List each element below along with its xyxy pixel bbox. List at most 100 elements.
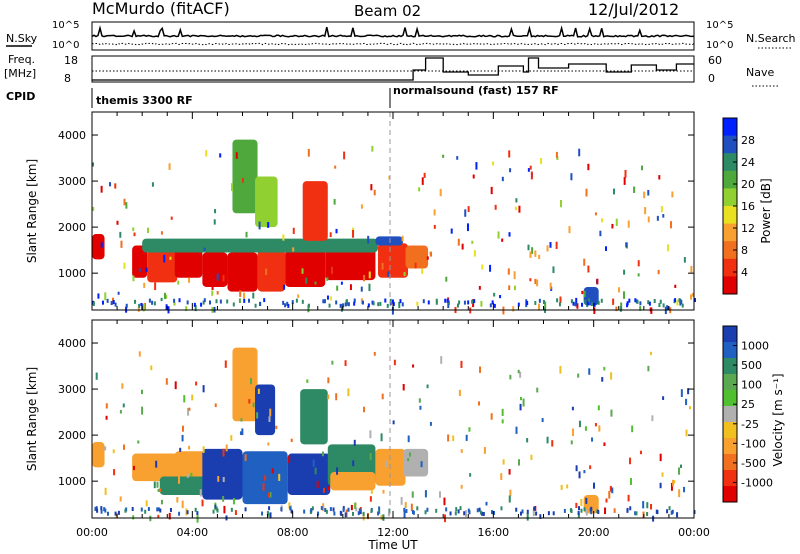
heatmap-cell: [174, 451, 205, 482]
scatter-point: [353, 439, 356, 446]
scatter-point: [181, 434, 184, 442]
scatter-point: [307, 304, 310, 313]
scatter-point: [354, 502, 357, 510]
scatter-point: [349, 284, 352, 290]
ground-scatter-point: [209, 300, 212, 305]
scatter-point: [643, 191, 646, 199]
scatter-point: [680, 389, 683, 397]
scatter-point: [642, 501, 645, 509]
heatmap-cell: [403, 448, 429, 477]
scatter-point: [672, 479, 675, 487]
scatter-point: [360, 204, 363, 209]
scatter-point: [515, 198, 518, 203]
scatter-point: [122, 403, 125, 408]
scatter-point: [373, 351, 376, 356]
freq-tick-top: 18: [64, 54, 78, 67]
scatter-point: [629, 457, 632, 465]
scatter-point: [326, 295, 329, 300]
scatter-point: [268, 416, 271, 422]
heatmap-cell: [227, 252, 258, 292]
ground-scatter-point: [342, 303, 345, 308]
scatter-point: [344, 512, 347, 518]
ground-scatter-point: [247, 298, 250, 303]
scatter-point: [216, 273, 219, 281]
heatmap-cell: [405, 245, 429, 269]
scatter-point: [556, 156, 559, 161]
scatter-point: [329, 232, 332, 238]
scatter-point: [457, 238, 460, 246]
scatter-point: [116, 220, 119, 225]
ground-scatter-point: [447, 303, 450, 308]
y-tick-label: 3000: [58, 383, 86, 396]
scatter-point: [252, 402, 255, 408]
scatter-point: [610, 409, 613, 417]
scatter-point: [368, 271, 371, 279]
scatter-point: [352, 460, 355, 467]
scatter-point: [603, 366, 606, 371]
nave-line: [92, 57, 694, 81]
scatter-point: [659, 453, 662, 462]
scatter-point: [658, 175, 661, 180]
colorbar-swatch: [723, 358, 737, 375]
scatter-point: [534, 278, 537, 284]
scatter-point: [426, 384, 429, 389]
scatter-point: [138, 268, 141, 272]
ground-scatter-point: [301, 299, 304, 304]
scatter-point: [307, 148, 310, 157]
scatter-point: [538, 303, 541, 311]
ground-scatter-point: [473, 299, 476, 304]
scatter-point: [340, 304, 343, 312]
ground-scatter-point: [653, 299, 656, 304]
scatter-point: [612, 298, 615, 305]
scatter-point: [529, 278, 532, 282]
colorbar-swatch: [723, 422, 737, 439]
scatter-point: [188, 277, 191, 283]
scatter-point: [409, 452, 412, 457]
scatter-point: [465, 434, 468, 441]
ground-scatter-point: [552, 511, 555, 516]
ground-scatter-point: [597, 300, 600, 305]
scatter-point: [119, 409, 122, 414]
scatter-point: [186, 474, 189, 478]
scatter-point: [355, 507, 358, 512]
ground-scatter-point: [100, 506, 103, 511]
scatter-point: [678, 489, 681, 498]
colorbar-tick-label: -1000: [741, 476, 773, 489]
x-tick-label: 00:00: [76, 526, 108, 539]
scatter-point: [239, 290, 242, 297]
scatter-point: [297, 294, 300, 298]
ground-scatter-point: [295, 298, 298, 303]
ground-scatter-point: [681, 303, 684, 308]
ground-scatter-point: [370, 508, 373, 513]
ground-scatter-point: [216, 508, 219, 513]
scatter-point: [327, 486, 330, 491]
ground-scatter-point: [412, 510, 415, 515]
scatter-point: [414, 262, 417, 269]
scatter-point: [387, 271, 390, 277]
scatter-point: [497, 231, 500, 239]
ground-scatter-point: [372, 301, 375, 306]
colorbar-swatch: [723, 188, 737, 207]
scatter-point: [222, 448, 225, 457]
scatter-point: [185, 306, 188, 312]
ground-scatter-point: [478, 507, 481, 512]
scatter-point: [575, 465, 578, 472]
ground-scatter-point: [353, 298, 356, 303]
scatter-point: [690, 265, 693, 273]
ground-scatter-point: [454, 511, 457, 516]
scatter-point: [501, 408, 504, 416]
scatter-point: [278, 473, 281, 481]
scatter-point: [611, 223, 614, 229]
scatter-point: [179, 447, 182, 452]
ground-scatter-point: [169, 507, 172, 512]
scatter-point: [191, 394, 194, 401]
scatter-point: [639, 306, 642, 311]
nsearch-tick-top: 10^5: [706, 20, 733, 31]
scatter-point: [194, 304, 197, 312]
ground-scatter-point: [335, 300, 338, 305]
scatter-point: [240, 418, 243, 422]
scatter-point: [403, 510, 406, 519]
ground-scatter-point: [389, 298, 392, 303]
ground-scatter-point: [515, 507, 518, 512]
ground-scatter-point: [445, 507, 448, 512]
